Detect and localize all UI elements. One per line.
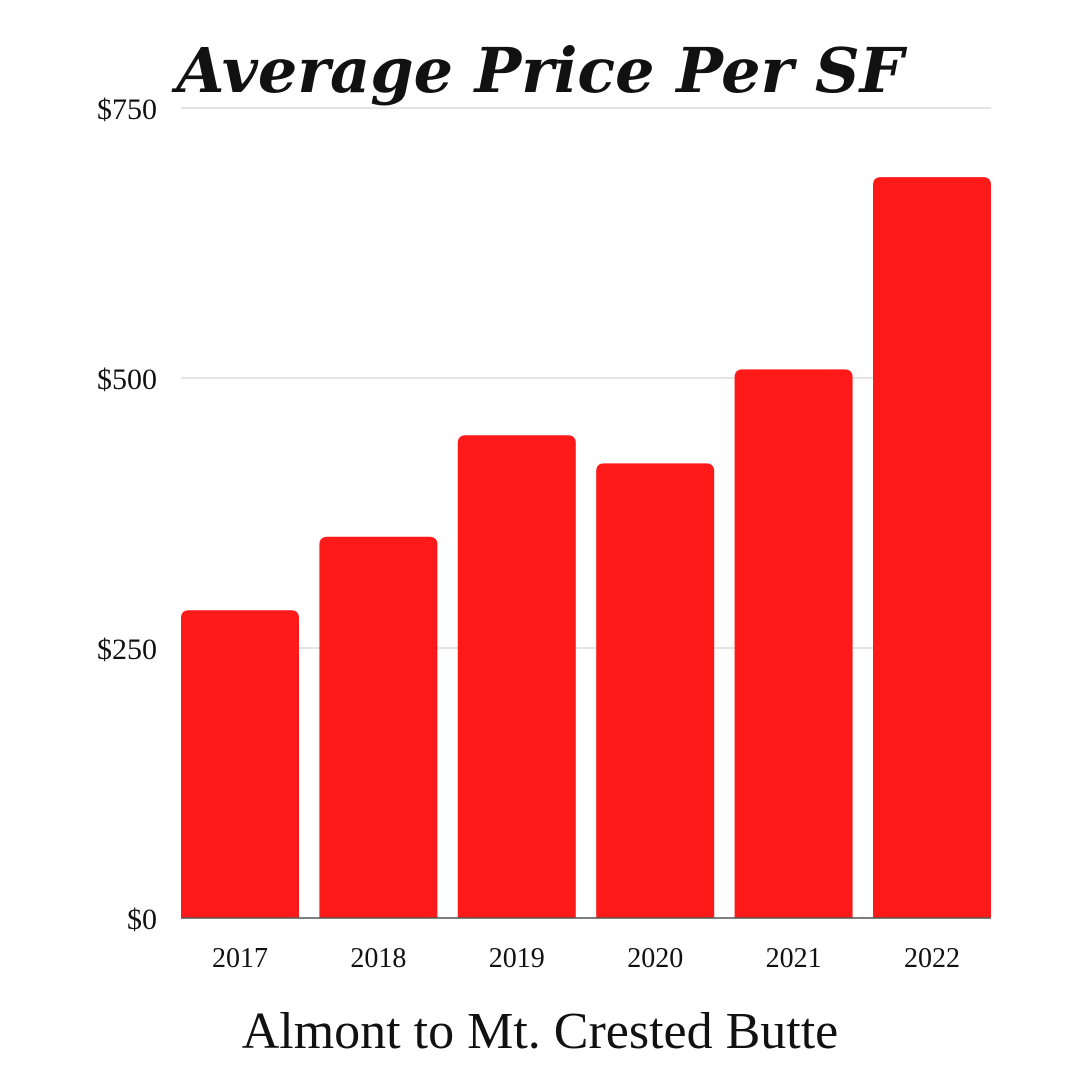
chart-subtitle: Almont to Mt. Crested Butte xyxy=(242,1003,839,1060)
bar-2021 xyxy=(734,369,853,918)
bars xyxy=(181,177,991,918)
x-tick-label: 2022 xyxy=(904,943,960,974)
y-tick-label: $250 xyxy=(97,633,157,666)
x-tick-label: 2018 xyxy=(350,943,406,974)
bar-2020 xyxy=(596,463,715,918)
axes: $0 $250 $500 $750 2017 2018 2019 2020 2021 2022 xyxy=(97,93,991,974)
x-tick-label: 2021 xyxy=(766,943,822,974)
x-tick-label: 2017 xyxy=(212,943,268,974)
y-tick-label: $500 xyxy=(97,363,157,396)
chart-title: Average Price Per SF xyxy=(171,34,907,107)
bar-2018 xyxy=(319,536,438,918)
x-tick-label: 2019 xyxy=(489,943,545,974)
x-tick-label: 2020 xyxy=(627,943,683,974)
y-tick-label: $750 xyxy=(97,93,157,126)
bar-2019 xyxy=(457,435,576,918)
y-tick-label: $0 xyxy=(127,903,157,936)
bar-2022 xyxy=(873,177,991,918)
bar-2017 xyxy=(181,610,299,918)
gridlines xyxy=(181,107,991,649)
